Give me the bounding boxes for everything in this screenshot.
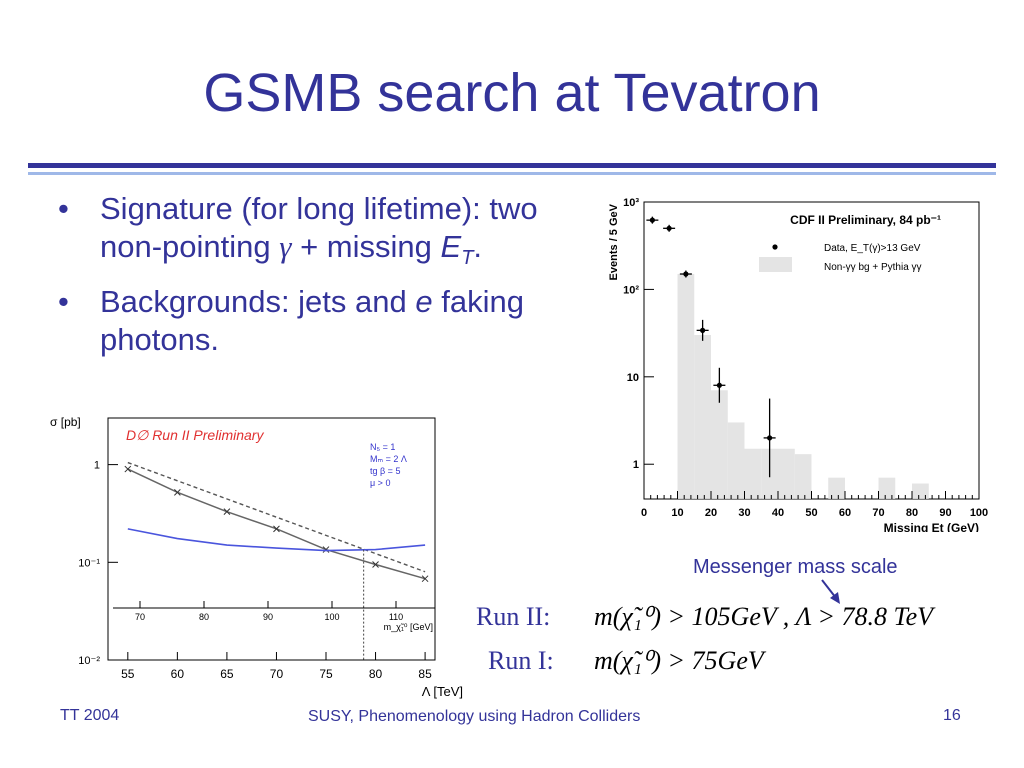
cdf-data-point	[683, 271, 689, 277]
cdf-legend-bg: Non-γγ bg + Pythia γγ	[824, 262, 922, 273]
d0-theory-marker	[124, 465, 132, 473]
d0-ylabel: σ [pb]	[50, 415, 81, 429]
footer-page-number: 16	[943, 707, 961, 724]
d0-xtick-label: 70	[270, 667, 284, 681]
d0-xlabel: Λ [TeV]	[422, 684, 463, 699]
cdf-bg-bar	[694, 335, 711, 499]
d0-theory-marker	[372, 561, 379, 568]
d0-theory-marker	[273, 525, 280, 533]
bullet-backgrounds: • Backgrounds: jets and e faking photons…	[58, 284, 524, 358]
footer-left: TT 2004	[60, 707, 120, 724]
cdf-xtick-label: 90	[939, 507, 951, 519]
cdf-legend-box-icon	[759, 257, 792, 272]
cdf-bg-bar	[711, 390, 728, 499]
bullet-dot-icon: •	[58, 191, 69, 226]
messenger-label: Messenger mass scale	[693, 556, 898, 578]
d0-param: Mₘ = 2 Λ	[370, 454, 407, 464]
cdf-legend-data: Data, E_T(γ)>13 GeV	[824, 243, 921, 254]
d0-top-tick-label: 90	[263, 612, 273, 622]
d0-theory-marker	[322, 546, 330, 553]
d0-ytick-label: 10⁻¹	[78, 557, 100, 569]
cdf-xtick-label: 20	[705, 507, 717, 519]
cdf-ytick-label: 10	[627, 372, 639, 384]
d0-top-axis-label: m_χ̃₁⁰ [GeV]	[384, 622, 433, 632]
d0-limit-line	[127, 528, 426, 552]
cdf-bg-bar	[828, 477, 845, 499]
cdf-xtick-label: 40	[772, 507, 784, 519]
cdf-xlabel: Missing Et (GeV)	[884, 521, 979, 532]
cdf-data-point	[716, 382, 722, 388]
cdf-xtick-label: 100	[970, 507, 988, 519]
d0-xtick-label: 65	[220, 667, 234, 681]
cdf-data-point	[700, 327, 706, 333]
messenger-arrow-icon	[821, 579, 840, 604]
cdf-xtick-label: 70	[872, 507, 884, 519]
cdf-bg-bar	[794, 454, 812, 499]
d0-ytick-label: 10⁻²	[78, 655, 100, 667]
d0-top-tick-label: 110	[389, 612, 403, 622]
d0-xtick-label: 55	[121, 667, 135, 681]
d0-xtick-label: 60	[171, 667, 185, 681]
cdf-xtick-label: 80	[906, 507, 918, 519]
cdf-bg-bar	[744, 448, 762, 499]
run2-equation: m(χ̃₁⁰) > 105GeV , Λ > 78.8 TeV	[594, 602, 934, 631]
d0-ytick-label: 1	[94, 460, 100, 472]
run1-equation: m(χ̃₁⁰) > 75GeV	[594, 646, 764, 675]
cdf-ytick-label: 10²	[623, 284, 639, 296]
cdf-title: CDF II Preliminary, 84 pb⁻¹	[790, 213, 941, 227]
d0-xtick-label: 85	[418, 667, 432, 681]
d0-frame	[107, 417, 436, 661]
d0-xtick-label: 75	[319, 667, 333, 681]
d0-param: μ > 0	[370, 478, 390, 488]
cdf-ytick-label: 10³	[623, 197, 639, 209]
slide-title: GSMB search at Tevatron	[203, 63, 821, 123]
cdf-xtick-label: 60	[839, 507, 851, 519]
run1-label: Run I:	[488, 646, 554, 675]
cdf-bg-bar	[912, 483, 929, 499]
run2-label: Run II:	[476, 602, 551, 631]
cdf-legend-point-icon	[772, 244, 778, 250]
footer-center: SUSY, Phenomenology using Hadron Collide…	[308, 708, 641, 725]
bullet-dot-icon: •	[58, 284, 69, 320]
d0-title: D∅ Run II Preliminary	[126, 427, 264, 443]
d0-theory-marker	[421, 575, 429, 583]
d0-theory-marker	[223, 508, 231, 516]
bullet-signature: • Signature (for long lifetime): two non…	[58, 191, 538, 270]
cdf-ytick-label: 1	[633, 459, 639, 471]
cdf-xtick-label: 50	[805, 507, 817, 519]
bullet-list: • Signature (for long lifetime): two non…	[58, 190, 603, 365]
cdf-ylabel: Events / 5 GeV	[608, 203, 620, 280]
d0-top-tick-label: 80	[199, 612, 209, 622]
title-rule-dark	[28, 163, 996, 168]
d0-expected-line	[127, 461, 426, 573]
d0-param: N₅ = 1	[370, 442, 395, 452]
d0-theory-marker	[174, 489, 181, 496]
d0-xtick-label: 80	[369, 667, 383, 681]
cdf-bg-bar	[677, 273, 695, 499]
cdf-data-point	[767, 435, 773, 441]
title-rule-light	[28, 172, 996, 175]
cdf-data-point	[649, 217, 655, 223]
d0-top-tick-label: 70	[135, 612, 145, 622]
cdf-xtick-label: 10	[671, 507, 683, 519]
cdf-data-point	[666, 225, 672, 231]
cdf-bg-bar	[727, 422, 745, 499]
cdf-xtick-label: 0	[641, 507, 647, 519]
cdf-bg-bar	[878, 477, 896, 499]
d0-top-tick-label: 100	[324, 612, 339, 622]
cdf-xtick-label: 30	[738, 507, 750, 519]
d0-param: tg β = 5	[370, 466, 400, 476]
cdf-bg-bar	[778, 448, 795, 499]
d0-chart: D∅ Run II Preliminary N₅ = 1 Mₘ = 2 Λ tg β …	[50, 415, 463, 699]
